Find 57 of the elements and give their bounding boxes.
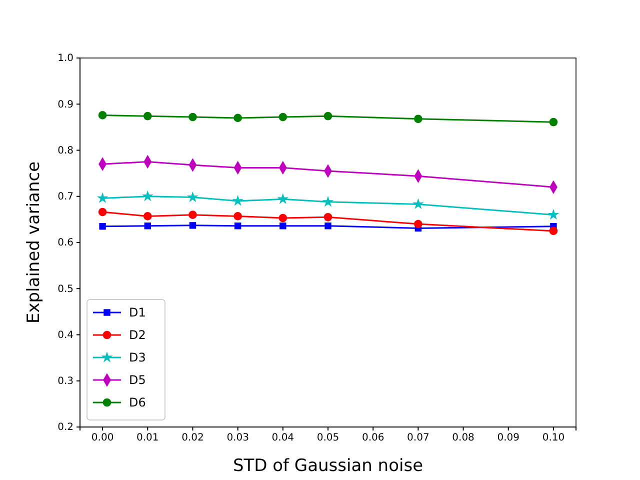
x-tick-label: 0.03 xyxy=(226,432,249,444)
point xyxy=(234,212,242,220)
point xyxy=(277,193,289,204)
legend-label: D5 xyxy=(129,373,146,387)
point xyxy=(144,222,151,230)
x-tick-label: 0.09 xyxy=(497,432,520,444)
point xyxy=(412,198,424,210)
point xyxy=(99,223,106,230)
point xyxy=(232,195,244,206)
point xyxy=(549,118,558,126)
point xyxy=(189,222,196,229)
point xyxy=(322,196,334,207)
point xyxy=(549,226,558,236)
point xyxy=(414,220,422,228)
x-tick-label: 0.08 xyxy=(452,432,474,444)
point xyxy=(98,208,107,216)
x-tick-label: 0.05 xyxy=(316,432,340,444)
y-tick-label: 0.2 xyxy=(58,422,74,434)
point xyxy=(234,222,242,230)
y-tick-label: 0.3 xyxy=(58,376,74,388)
y-tick-label: 0.8 xyxy=(58,145,74,156)
y-tick-label: 0.6 xyxy=(58,238,74,249)
point xyxy=(234,114,242,122)
y-tick-label: 0.7 xyxy=(58,192,74,203)
x-tick-label: 0.00 xyxy=(91,432,114,444)
x-tick-label: 0.07 xyxy=(407,432,430,444)
point xyxy=(188,112,197,122)
point xyxy=(280,222,286,230)
y-tick-label: 0.9 xyxy=(58,99,74,110)
point xyxy=(143,212,152,220)
y-tick-label: 0.5 xyxy=(58,284,74,295)
point xyxy=(324,212,332,222)
y-axis-title: Explained variance xyxy=(24,161,44,324)
point xyxy=(98,111,107,120)
x-tick-label: 0.04 xyxy=(272,432,294,444)
legend-label: D6 xyxy=(129,396,146,410)
point xyxy=(324,112,332,120)
x-tick-label: 0.06 xyxy=(362,432,384,444)
x-axis-title: STD of Gaussian noise xyxy=(232,456,424,476)
point xyxy=(187,191,198,202)
point xyxy=(324,222,332,230)
point xyxy=(188,210,197,219)
point xyxy=(548,208,560,220)
legend-label: D1 xyxy=(129,306,146,320)
x-tick-label: 0.02 xyxy=(182,432,204,444)
point xyxy=(278,214,288,222)
point xyxy=(142,190,154,202)
point xyxy=(414,114,422,124)
y-tick-label: 0.4 xyxy=(58,330,74,341)
point xyxy=(96,192,108,204)
legend-label: D3 xyxy=(129,350,146,364)
x-tick-label: 0.10 xyxy=(542,432,565,444)
point xyxy=(143,112,152,120)
point xyxy=(278,112,288,122)
legend-label: D2 xyxy=(129,328,146,342)
y-tick-label: 1.0 xyxy=(58,53,74,64)
x-tick-label: 0.01 xyxy=(136,432,159,444)
